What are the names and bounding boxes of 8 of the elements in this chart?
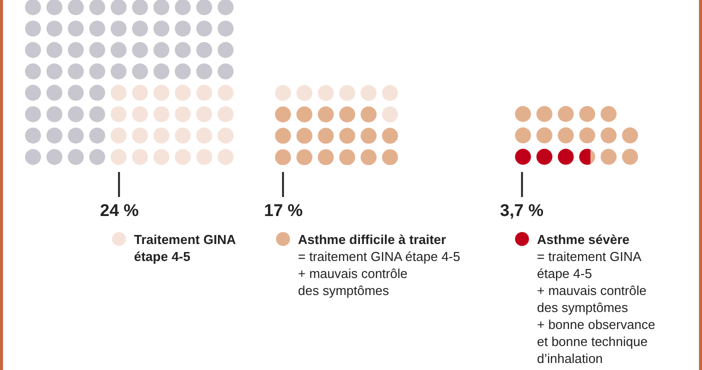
text: = traitement GINA étape 4-5 + mauvais contrôle des symptômes xyxy=(298,249,460,298)
text: = traitement GINA étape 4-5 + mauvais contrôle des symptômes + bonne observance et bonne technique d’inhalation xyxy=(537,249,656,366)
category-label: Asthme difficile à traiter xyxy=(298,232,446,247)
data-label: 24 % xyxy=(100,201,139,220)
category-label: Asthme sévère xyxy=(537,232,630,247)
category-label: Traitement GINA étape 4-5 xyxy=(134,232,236,264)
data-label: 17 % xyxy=(264,201,303,220)
data-label: 3,7 % xyxy=(500,201,544,220)
